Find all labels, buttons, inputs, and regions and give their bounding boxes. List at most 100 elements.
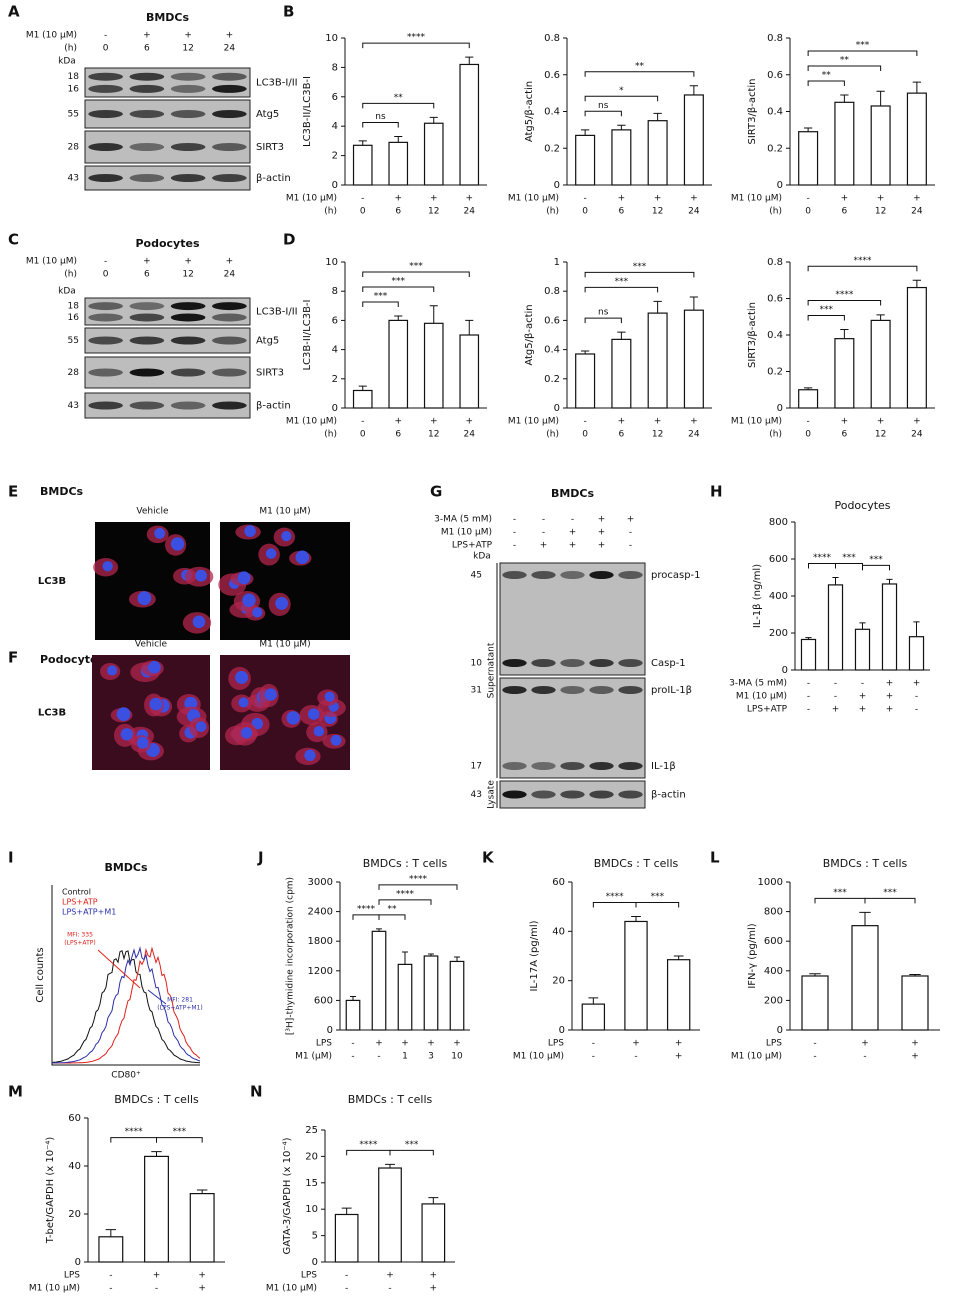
condition-value: - [571,515,574,525]
y-tick-label: 200 [769,628,788,639]
significance-bracket [807,315,845,321]
condition-value: 1 [402,1052,408,1062]
y-tick-label: 0.4 [767,330,783,341]
error-bar [876,314,885,321]
condition-value: - [807,705,810,715]
y-tick-label: 0.2 [544,143,560,154]
significance-label: *** [820,305,834,315]
significance-label: *** [409,262,423,272]
condition-label: LPS [301,1271,317,1281]
row-label: LC3B [38,576,66,587]
y-tick-label: 0 [782,665,788,676]
condition-value: + [465,417,473,427]
condition-value: + [143,257,151,267]
nucleus [195,569,208,582]
y-axis-label: SIRT3/β-actin [747,78,758,144]
y-tick-label: 0 [554,180,560,191]
error-bar [689,296,699,311]
micrograph-title: Podocytes [40,653,104,666]
chart-title: BMDCs : T cells [348,1093,433,1106]
significance-label: *** [173,1127,187,1137]
significance-bracket [362,286,435,293]
significance-label: *** [856,40,870,50]
significance-label: *** [405,1140,419,1150]
significance-label: **** [409,874,428,884]
y-tick-label: 0.4 [544,345,560,356]
error-bar [341,1207,352,1215]
blot-band [560,571,585,579]
blot-band [170,143,206,151]
y-tick-label: 40 [68,1161,81,1172]
condition-value: + [618,417,626,427]
y-tick-label: 5 [312,1231,318,1242]
blot-band [502,762,527,770]
nucleus [237,571,251,585]
kda-marker: 45 [471,571,482,581]
significance-bracket [362,42,470,49]
error-bar [402,951,408,965]
condition-value: + [430,1271,438,1281]
significance-bracket [807,65,882,71]
significance-label: ns [375,112,386,122]
bar [624,920,648,1031]
significance-label: **** [407,33,426,43]
error-bar [859,622,866,630]
flow-curve [51,949,201,1064]
panel-letter: L [710,849,720,867]
condition-value: + [198,1271,206,1281]
condition-value: - [584,417,587,427]
error-bar [428,953,434,956]
condition-label: M1 (10 μM) [731,1052,782,1062]
significance-bracket [362,301,399,308]
condition-value: + [618,194,626,204]
blot-band [560,790,585,799]
condition-value: - [377,1052,380,1062]
nucleus [154,527,166,539]
y-tick-label: 600 [764,936,783,947]
kda-marker: 43 [68,174,79,184]
condition-value: + [654,194,662,204]
condition-value: + [690,417,698,427]
blot-row-label: LC3B-I/II [256,307,298,318]
blot-band [129,110,165,118]
blot-band [531,790,556,799]
condition-value: 0 [582,430,588,440]
panel-letter: A [8,3,20,21]
bar [611,129,632,186]
condition-value: + [394,194,402,204]
blot-band [618,686,643,694]
significance-label: **** [359,1140,378,1150]
nucleus [241,727,253,739]
condition-value: + [430,417,438,427]
blot-band [170,401,206,410]
annotation: (LPS+ATP) [64,940,95,947]
error-bar [803,127,813,132]
blot-band [531,571,556,579]
panel-letter: B [283,3,294,21]
condition-value: - [361,417,364,427]
error-bar [588,997,599,1005]
kda-marker: 17 [471,762,482,772]
nucleus [242,593,256,608]
chart-title: BMDCs : T cells [363,857,448,870]
kda-marker: 18 [68,72,80,82]
condition-value: + [913,194,921,204]
kda-marker: 28 [68,143,80,153]
bar [388,141,409,186]
condition-value: 6 [144,270,150,280]
condition-value: + [401,1039,409,1049]
error-bar [840,94,849,103]
annotation: MFI: 281 [167,997,193,1004]
significance-label: **** [606,892,625,902]
nucleus [149,697,163,711]
condition-value: 0 [360,207,366,217]
condition-value: 0 [582,207,588,217]
y-axis-label: T-bet/GAPDH (x 10⁻⁴) [45,1137,56,1245]
bar [352,389,373,409]
y-tick-label: 8 [332,286,338,297]
y-axis-label: LC3B-II/LC3B-I [302,300,313,371]
nucleus [281,530,292,542]
significance-bracket [807,80,845,86]
y-tick-label: 0 [777,1025,783,1036]
